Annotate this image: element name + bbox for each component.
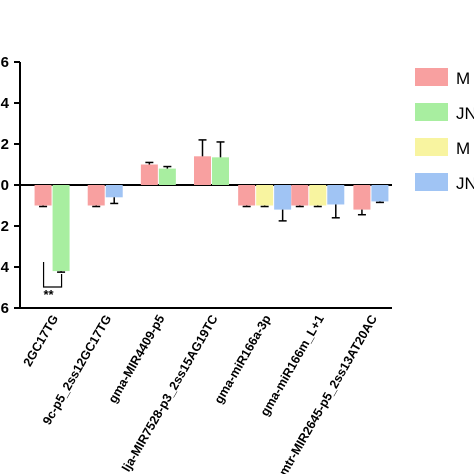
y-tick-label: 2 <box>1 136 9 153</box>
bar <box>291 185 309 206</box>
bar <box>52 185 70 272</box>
y-tick-label: 4 <box>1 95 10 112</box>
category-label: lja-MIR7528-p3_2ss15AG19TC <box>119 313 220 474</box>
bar <box>327 185 345 205</box>
legend: M JN M JN <box>415 68 474 193</box>
significance-label: ** <box>44 287 55 302</box>
category-label: gma-miR166a-3p <box>212 312 274 406</box>
bar <box>353 185 371 210</box>
legend-label: M <box>456 69 470 88</box>
bar <box>309 185 327 206</box>
y-tick-label: 0 <box>1 177 9 194</box>
y-axis-ticks: 6 4 2 0 2 4 6 <box>1 54 20 317</box>
legend-swatch <box>415 173 448 191</box>
bar <box>158 168 176 185</box>
y-tick-label: 6 <box>1 54 9 71</box>
y-tick-label: 4 <box>1 259 10 276</box>
bar <box>140 164 158 185</box>
category-label: 2GC17TG <box>21 313 62 369</box>
bars-group <box>34 156 389 272</box>
bar <box>274 185 292 210</box>
legend-swatch <box>415 138 448 156</box>
annotations-group: ** <box>42 262 63 302</box>
bar <box>87 185 105 206</box>
legend-label: JN <box>456 104 474 123</box>
y-tick-label: 6 <box>1 300 9 317</box>
y-tick-label: 2 <box>1 218 9 235</box>
bar <box>371 185 389 202</box>
error-bars-group <box>39 139 384 273</box>
category-labels: 2GC17TG9c-p5_2ss12GC17TGgma-MIR4409-p5lj… <box>21 312 380 474</box>
legend-label: M <box>456 139 470 158</box>
bar <box>212 157 229 185</box>
category-label: gma-MIR4409-p5 <box>106 312 168 405</box>
legend-swatch <box>415 68 448 86</box>
bar <box>194 156 211 185</box>
bar <box>238 185 256 206</box>
bar <box>34 185 52 206</box>
legend-swatch <box>415 103 448 121</box>
significance-bracket <box>42 262 63 288</box>
bar <box>105 185 123 198</box>
category-label: mtr-MIR2645-p5_2ss13AT20AC <box>276 313 380 474</box>
legend-label: JN <box>456 174 474 193</box>
bar <box>256 185 274 206</box>
